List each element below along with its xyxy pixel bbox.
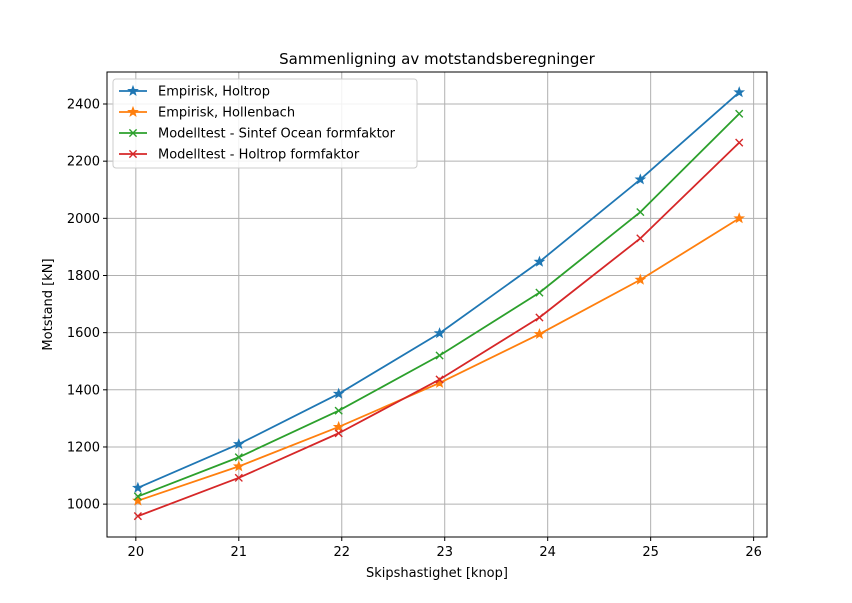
legend-marker (128, 149, 138, 159)
y-tick-label: 2000 (67, 212, 100, 227)
y-tick-label: 2400 (67, 98, 100, 113)
legend-marker (127, 84, 139, 96)
data-point (232, 460, 245, 472)
data-point (435, 375, 444, 384)
legend-label: Modelltest - Sintef Ocean formfaktor (158, 127, 396, 142)
y-axis-label: Motstand [kN] (41, 258, 56, 350)
data-point (234, 453, 243, 462)
y-tick-label: 1600 (67, 326, 100, 341)
data-point (133, 492, 142, 501)
plot-frame (106, 71, 768, 538)
y-tick-label: 1400 (67, 383, 100, 398)
y-tick-label: 1800 (67, 269, 100, 284)
data-point (636, 207, 645, 217)
data-point (733, 212, 746, 224)
y-tick-label: 1000 (67, 498, 100, 513)
legend-marker (128, 128, 138, 138)
data-point (334, 406, 343, 415)
y-tick-label: 1200 (67, 440, 100, 455)
legend-label: Empirisk, Hollenbach (158, 106, 295, 121)
data-point (232, 437, 245, 450)
legend: Empirisk, Holtrop Empirisk, Hollenbach Mod… (112, 78, 418, 169)
legend-label: Empirisk, Holtrop (158, 85, 270, 100)
x-tick-label: 23 (436, 545, 453, 560)
data-point (634, 273, 647, 285)
x-tick-label: 22 (333, 545, 350, 560)
x-tick-label: 25 (642, 545, 659, 560)
data-point (533, 255, 546, 267)
data-point (735, 109, 744, 118)
legend-entry: Modelltest - Sintef Ocean formfaktor (119, 127, 396, 142)
data-point (332, 387, 345, 399)
legend-entry: Empirisk, Hollenbach (119, 106, 295, 121)
x-tick-label: 21 (231, 545, 248, 560)
data-point (535, 313, 544, 322)
data-point (234, 473, 243, 482)
chart-title: Sammenligning av motstandsberegninger (279, 50, 596, 68)
series-4 (133, 138, 744, 521)
data-point (533, 327, 546, 340)
data-point (636, 234, 645, 243)
data-point (334, 429, 343, 438)
series-3 (133, 109, 744, 501)
data-point (133, 512, 142, 521)
data-point (735, 138, 744, 147)
data-point (634, 173, 647, 185)
data-point (132, 481, 144, 493)
legend-box (112, 78, 418, 169)
data-point (332, 420, 345, 432)
x-tick-label: 24 (539, 545, 556, 560)
data-point (733, 86, 746, 98)
x-tick-label: 20 (128, 545, 145, 560)
x-tick-label: 26 (745, 545, 762, 560)
legend-marker (127, 105, 139, 117)
x-axis-label: Skipshastighet [knop] (366, 566, 508, 581)
legend-label: Modelltest - Holtrop formfaktor (158, 148, 360, 163)
series-layer (132, 86, 746, 521)
series-1 (132, 86, 746, 493)
data-point (433, 327, 446, 339)
legend-entry: Modelltest - Holtrop formfaktor (119, 148, 360, 163)
data-point (535, 288, 544, 297)
legend-entry: Empirisk, Holtrop (119, 85, 270, 100)
data-point (435, 351, 444, 360)
tick-layer: 20 21 22 23 24 25 26 1000 1200 1400 1600 1800 2000 22… (67, 98, 762, 560)
y-tick-label: 2200 (67, 155, 100, 170)
